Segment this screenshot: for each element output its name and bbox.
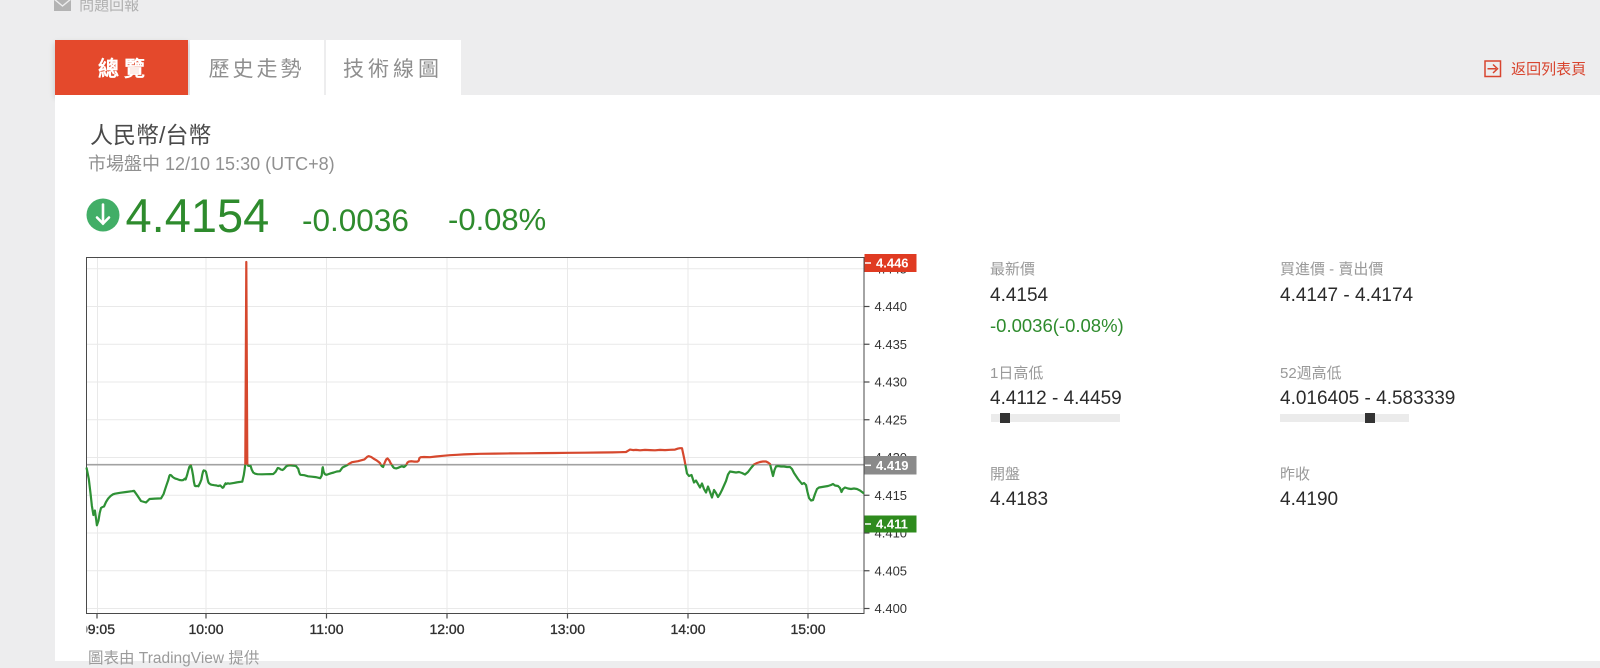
svg-text:09:05: 09:05 xyxy=(80,621,115,637)
svg-text:15:00: 15:00 xyxy=(790,621,825,637)
svg-text:4.405: 4.405 xyxy=(875,563,908,578)
svg-text:10:00: 10:00 xyxy=(188,621,223,637)
svg-text:4.430: 4.430 xyxy=(875,375,908,390)
svg-text:11:00: 11:00 xyxy=(310,621,344,637)
svg-text:4.419: 4.419 xyxy=(876,458,909,473)
svg-text:13:00: 13:00 xyxy=(550,621,585,637)
svg-text:4.440: 4.440 xyxy=(875,299,908,314)
svg-text:4.411: 4.411 xyxy=(876,517,908,532)
svg-text:12:00: 12:00 xyxy=(429,621,464,637)
svg-text:4.415: 4.415 xyxy=(875,488,908,503)
svg-text:14:00: 14:00 xyxy=(670,621,705,637)
svg-text:4.425: 4.425 xyxy=(875,412,908,427)
svg-text:4.435: 4.435 xyxy=(875,337,908,352)
svg-text:4.446: 4.446 xyxy=(876,256,909,271)
svg-text:4.400: 4.400 xyxy=(875,601,908,616)
